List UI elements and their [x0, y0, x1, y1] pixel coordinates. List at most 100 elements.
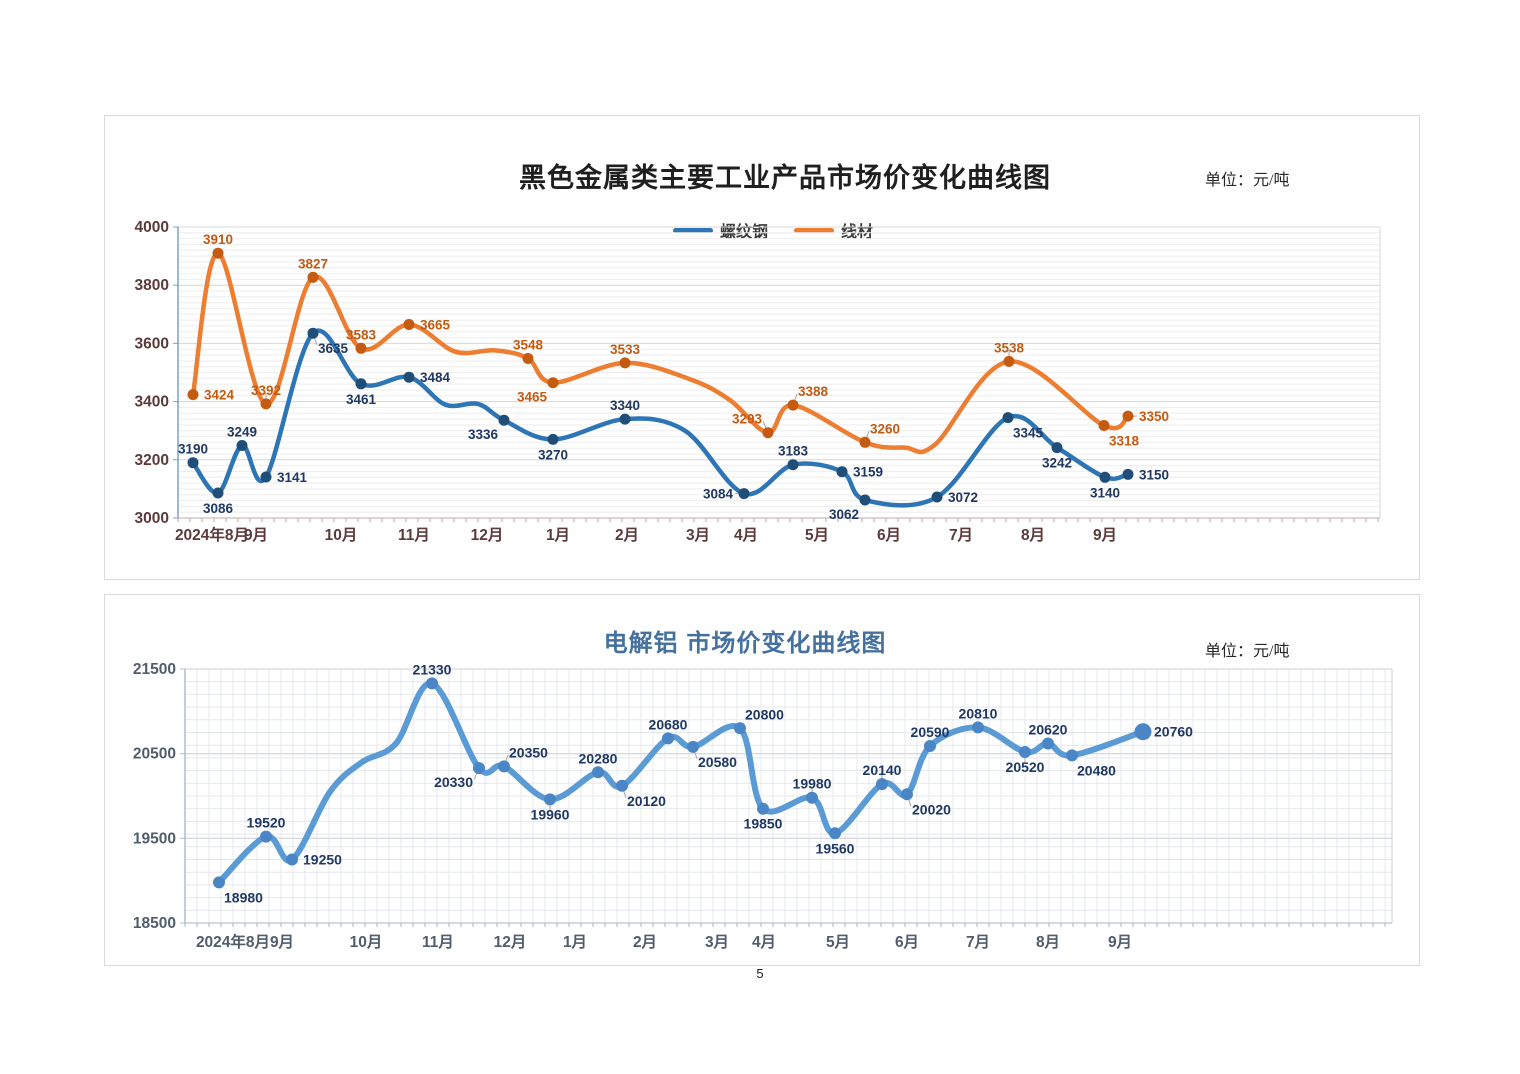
- data-point-markers: [213, 677, 1152, 889]
- data-point-marker: [547, 433, 559, 445]
- data-point-marker: [1066, 749, 1078, 762]
- x-month-label: 9月: [244, 526, 268, 544]
- data-labels: 3424 3910 3392 3827 3583 3665 3548 3465 3533 3293…: [203, 232, 1169, 448]
- data-point-marker: [403, 319, 415, 330]
- series-line: [190, 328, 1131, 508]
- data-label: 3424: [204, 388, 235, 403]
- data-point-marker: [592, 766, 604, 779]
- data-point-marker: [1002, 412, 1014, 424]
- data-label: 3340: [610, 398, 640, 413]
- data-label: 20760: [1154, 724, 1193, 740]
- series-电解铝: 18980 19520 19250 21330 20330 20350 19960 20280…: [213, 661, 1193, 905]
- data-label: 3336: [468, 427, 499, 442]
- data-point-marker: [260, 398, 272, 410]
- x-month-label: 10月: [325, 526, 358, 544]
- data-label: 3249: [227, 425, 257, 440]
- data-point-marker: [1122, 410, 1134, 422]
- data-point-marker: [662, 732, 674, 745]
- axes: [180, 668, 1392, 927]
- data-label: 21330: [413, 661, 452, 677]
- series-线材: 3424 3910 3392 3827 3583 3665 3548 3465 3533 3293…: [187, 232, 1169, 455]
- data-label: 3533: [610, 342, 641, 357]
- data-point-marker: [544, 793, 556, 806]
- x-month-label: 9月: [1108, 933, 1132, 951]
- x-month-label: 8月: [1021, 526, 1045, 544]
- data-label: 20480: [1077, 762, 1116, 778]
- data-label: 19520: [247, 815, 286, 831]
- x-month-label: 10月: [350, 933, 383, 951]
- x-month-label: 7月: [949, 526, 973, 544]
- aluminum-chart-panel: 电解铝 市场价变化曲线图 单位：元/吨 18500 19500 20500 21500…: [104, 594, 1420, 966]
- data-label: 18980: [224, 889, 263, 905]
- y-tick-label: 21500: [133, 661, 176, 678]
- data-point-marker: [619, 357, 631, 369]
- data-label: 20800: [745, 706, 784, 722]
- data-point-marker: [924, 740, 936, 752]
- data-point-marker: [212, 247, 224, 259]
- data-label: 19980: [793, 776, 832, 792]
- data-point-marker: [236, 440, 248, 451]
- x-month-label: 12月: [494, 933, 527, 951]
- y-tick-label: 20500: [133, 746, 176, 763]
- data-point-marker: [829, 827, 841, 840]
- data-label: 3635: [318, 341, 349, 356]
- data-label: 3827: [298, 256, 328, 271]
- data-point-marker: [738, 488, 750, 500]
- x-month-label: 5月: [826, 933, 850, 951]
- data-point-marker: [1019, 746, 1031, 758]
- data-label: 19560: [816, 840, 855, 856]
- data-point-marker: [876, 778, 888, 791]
- data-point-marker: [806, 791, 818, 804]
- x-month-label: 4月: [752, 933, 776, 951]
- data-labels: 3190 3086 3249 3141 3635 3461 3484 3336 3270 3340…: [178, 341, 1169, 522]
- x-month-label: 4月: [734, 526, 758, 544]
- x-month-label: 7月: [966, 933, 990, 951]
- data-point-marker: [498, 414, 510, 426]
- legend-line-swatch: [794, 227, 835, 233]
- x-month-label: 2月: [615, 526, 639, 544]
- data-label: 3583: [346, 327, 377, 342]
- legend-line-swatch: [673, 227, 713, 233]
- series-line: [190, 250, 1131, 455]
- data-point-marker: [859, 436, 871, 448]
- data-point-marker: [762, 427, 774, 439]
- data-point-marker: [187, 389, 199, 401]
- y-tick-label: 19500: [133, 830, 176, 847]
- x-month-label: 2月: [633, 933, 657, 951]
- y-tick-label: 18500: [133, 915, 176, 932]
- y-tick-label: 3800: [135, 277, 169, 294]
- x-month-label: 3月: [686, 526, 710, 544]
- data-label: 3183: [778, 444, 809, 459]
- y-axis-labels: 18500 19500 20500 21500: [133, 661, 176, 932]
- unit-label-aluminum: 单位：元/吨: [1205, 643, 1290, 660]
- data-point-marker: [355, 378, 367, 390]
- data-label: 3141: [277, 470, 308, 485]
- data-label: 3318: [1109, 434, 1140, 449]
- x-month-label: 1月: [546, 526, 570, 544]
- data-point-marker: [687, 740, 699, 753]
- data-point-marker: [547, 377, 559, 389]
- data-point-marker: [1003, 355, 1015, 367]
- unit-label-ferrous: 单位：元/吨: [1205, 172, 1290, 189]
- data-point-marker: [1134, 723, 1152, 741]
- x-month-label: 11月: [422, 933, 454, 951]
- data-label: 3345: [1013, 426, 1044, 441]
- data-point-markers: [187, 327, 1134, 506]
- data-point-marker: [355, 342, 367, 354]
- data-label: 20680: [649, 716, 688, 732]
- data-point-marker: [616, 779, 628, 792]
- data-label: 20590: [911, 724, 950, 740]
- data-label: 20620: [1029, 722, 1068, 738]
- data-label: 20280: [579, 750, 618, 766]
- x-month-label: 9月: [1093, 526, 1117, 544]
- data-label: 3086: [203, 501, 234, 516]
- x-month-label: 8月: [1036, 933, 1060, 951]
- data-point-marker: [901, 788, 913, 801]
- data-point-marker: [931, 491, 943, 503]
- data-point-marker: [307, 271, 319, 283]
- data-label: 3159: [853, 465, 883, 480]
